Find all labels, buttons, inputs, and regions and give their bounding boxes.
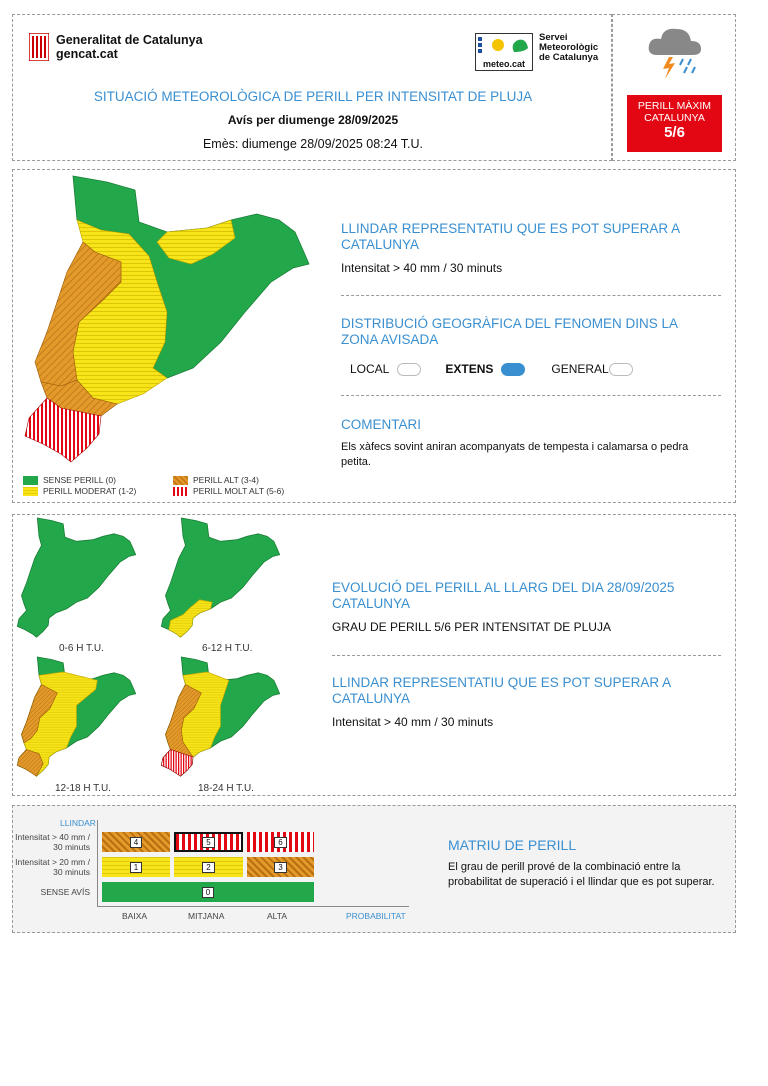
matrix-cell-value: 4 <box>129 836 143 848</box>
matrix-x-baixa: BAIXA <box>122 911 148 921</box>
issued-timestamp: Emès: diumenge 28/09/2025 08:24 T.U. <box>202 137 424 151</box>
dist-extens-label: EXTENS <box>445 362 494 376</box>
period-label-2: 6-12 H T.U. <box>202 643 253 654</box>
legend-swatch-orange <box>173 475 188 485</box>
max-danger-panel: PERILL MÀXIM CATALUNYA 5/6 <box>612 14 736 161</box>
meteocat-badge: meteo.cat <box>475 33 533 71</box>
dist-local-label: LOCAL <box>350 362 390 376</box>
matrix-y-axis <box>97 820 98 906</box>
map-period-4[interactable] <box>158 655 283 779</box>
meteocat-logo[interactable]: meteo.cat Servei Meteorològic de Catalun… <box>475 33 598 71</box>
legend-moderate-label: PERILL MODERAT (1-2) <box>43 486 137 496</box>
smc-line-1: Servei <box>539 32 568 43</box>
legend-very-high-label: PERILL MOLT ALT (5-6) <box>193 486 285 496</box>
storm-rain-icon <box>648 28 701 79</box>
matrix-x-axis <box>97 906 409 907</box>
legend-swatch-green <box>23 475 38 485</box>
legend-moderate: PERILL MODERAT (1-2) <box>23 486 136 496</box>
main-warning-panel: SENSE PERILL (0) PERILL MODERAT (1-2) PE… <box>12 169 736 503</box>
dist-general-label: GENERAL <box>551 362 609 376</box>
dist-general-toggle[interactable] <box>608 362 633 376</box>
gencat-logo[interactable]: Generalitat de Catalunya gencat.cat <box>29 33 203 61</box>
legend-swatch-yellow <box>23 486 38 496</box>
matrix-cell-value: 3 <box>274 861 287 873</box>
evolution-threshold-title: LLINDAR REPRESENTATIU QUE ES POT SUPERAR… <box>332 675 671 706</box>
map-period-3[interactable] <box>14 655 139 779</box>
matrix-cell-4: 4 <box>102 832 170 852</box>
matrix-cell-0: 0 <box>102 882 314 902</box>
matrix-row-high: Intensitat > 40 mm / 30 minuts <box>15 832 90 852</box>
dist-local-toggle[interactable] <box>397 362 422 376</box>
legend-very-high: PERILL MOLT ALT (5-6) <box>173 486 284 496</box>
map-period-1[interactable] <box>14 516 139 640</box>
page-title: SITUACIÓ METEOROLÒGICA DE PERILL PER INT… <box>93 89 533 104</box>
matrix-x-title: PROBABILITAT <box>346 911 406 921</box>
catalonia-map[interactable] <box>17 172 317 468</box>
distribution-title: DISTRIBUCIÓ GEOGRÀFICA DEL FENOMEN DINS … <box>341 316 678 347</box>
max-level: 5/6 <box>664 124 685 141</box>
matrix-cell-value: 0 <box>201 886 215 898</box>
matrix-cell-value: 6 <box>274 836 287 848</box>
matrix-cell-2: 2 <box>174 857 243 877</box>
gencat-name: Generalitat de Catalunya <box>56 33 203 47</box>
dist-extens-toggle[interactable] <box>501 362 526 376</box>
evolution-threshold-value: Intensitat > 40 mm / 30 minuts <box>332 715 494 729</box>
evolution-title: EVOLUCIÓ DEL PERILL AL LLARG DEL DIA 28/… <box>332 580 675 611</box>
distribution-selector: LOCAL EXTENS GENERAL <box>350 362 633 376</box>
threshold-value: Intensitat > 40 mm / 30 minuts <box>341 261 503 275</box>
meteocat-logo-text: meteo.cat <box>482 59 526 69</box>
evolution-panel <box>12 514 736 796</box>
legend-high-label: PERILL ALT (3-4) <box>193 475 259 485</box>
matrix-cell-1: 1 <box>102 857 170 877</box>
legend-none-label: SENSE PERILL (0) <box>43 475 116 485</box>
weather-symbols-icon <box>478 37 528 53</box>
max-label-1: PERILL MÀXIM <box>637 100 712 112</box>
grade-text: GRAU DE PERILL 5/6 PER INTENSITAT DE PLU… <box>332 620 611 634</box>
gencat-url: gencat.cat <box>56 47 118 61</box>
matrix-text: El grau de perill prové de la combinació… <box>448 861 715 888</box>
matrix-cell-6: 6 <box>247 832 314 852</box>
period-label-4: 18-24 H T.U. <box>198 783 254 794</box>
comment-title: COMENTARI <box>341 417 421 432</box>
matrix-cell-5: 5 <box>174 832 243 852</box>
max-danger-badge: PERILL MÀXIM CATALUNYA 5/6 <box>627 95 722 152</box>
period-label-3: 12-18 H T.U. <box>55 783 111 794</box>
separator <box>341 395 721 396</box>
matrix-row-mid: Intensitat > 20 mm / 30 minuts <box>15 857 90 877</box>
matrix-cell-value: 5 <box>202 836 215 848</box>
smc-line-3: de Catalunya <box>539 52 599 63</box>
matrix-row-none: SENSE AVÍS <box>40 887 90 897</box>
gencat-emblem-icon <box>29 33 49 61</box>
smc-line-2: Meteorològic <box>539 42 599 53</box>
matrix-y-title: LLINDAR <box>60 818 96 828</box>
matrix-x-alta: ALTA <box>267 911 287 921</box>
legend-high: PERILL ALT (3-4) <box>173 475 259 485</box>
separator <box>332 655 721 656</box>
page-subtitle: Avís per diumenge 28/09/2025 <box>227 113 399 127</box>
period-label-1: 0-6 H T.U. <box>59 643 104 654</box>
matrix-cell-value: 2 <box>202 861 215 873</box>
threshold-title: LLINDAR REPRESENTATIU QUE ES POT SUPERAR… <box>341 221 680 252</box>
matrix-cell-value: 1 <box>129 861 143 873</box>
map-period-2[interactable] <box>158 516 283 640</box>
legend-none: SENSE PERILL (0) <box>23 475 116 485</box>
legend-swatch-red <box>173 486 188 496</box>
comment-text: Els xàfecs sovint aniran acompanyats de … <box>341 441 689 468</box>
separator <box>341 295 721 296</box>
matrix-cell-3: 3 <box>247 857 314 877</box>
header-panel: Generalitat de Catalunya gencat.cat mete… <box>12 14 612 161</box>
matrix-x-mitjana: MITJANA <box>188 911 225 921</box>
max-label-2: CATALUNYA <box>644 112 705 124</box>
matrix-title: MATRIU DE PERILL <box>448 837 577 853</box>
